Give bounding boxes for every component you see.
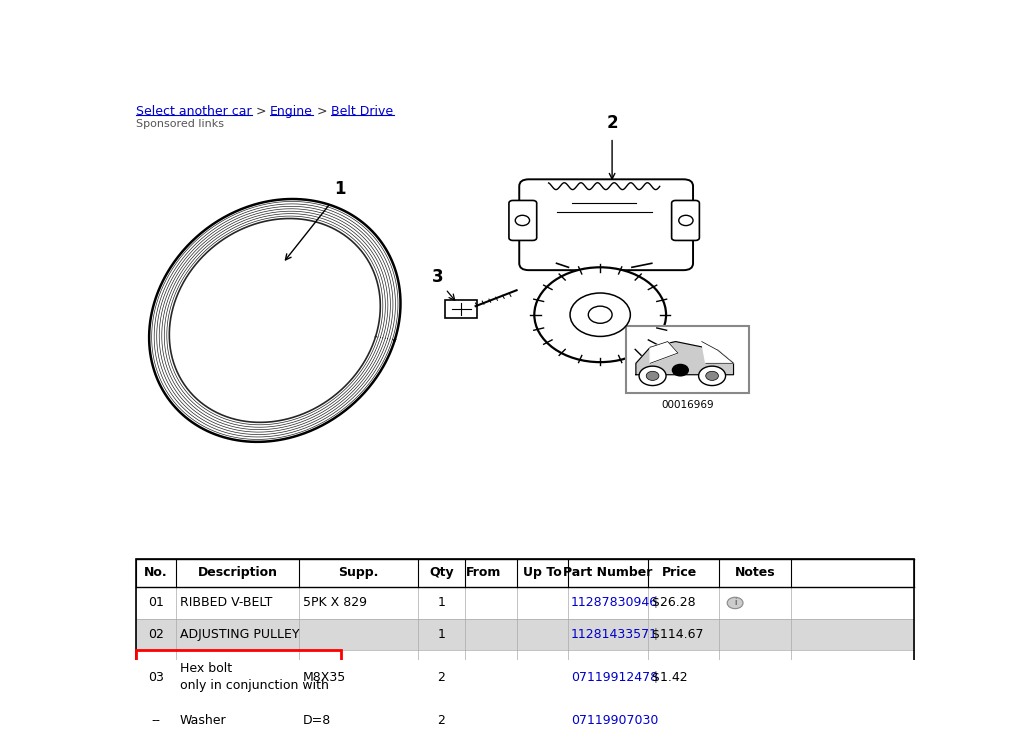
- Text: 1: 1: [437, 597, 445, 609]
- Text: 03: 03: [147, 671, 164, 683]
- Text: 5PK X 829: 5PK X 829: [303, 597, 367, 609]
- Text: Price: Price: [662, 566, 697, 580]
- Text: 02: 02: [147, 628, 164, 641]
- Polygon shape: [636, 341, 733, 375]
- Text: 11287830946: 11287830946: [570, 597, 658, 609]
- Text: Up To: Up To: [523, 566, 561, 580]
- Bar: [136, 619, 913, 650]
- Text: Engine: Engine: [270, 105, 313, 118]
- FancyBboxPatch shape: [519, 180, 693, 270]
- Text: 2: 2: [437, 714, 445, 726]
- Text: ADJUSTING PULLEY: ADJUSTING PULLEY: [179, 628, 299, 641]
- Text: Part Number: Part Number: [563, 566, 653, 580]
- Text: RIBBED V-BELT: RIBBED V-BELT: [179, 597, 272, 609]
- Circle shape: [698, 366, 726, 386]
- Circle shape: [706, 371, 719, 381]
- Text: 07119907030: 07119907030: [570, 714, 658, 726]
- Text: 3: 3: [432, 268, 443, 286]
- Text: >: >: [252, 105, 270, 118]
- Circle shape: [646, 371, 658, 381]
- Polygon shape: [650, 341, 678, 364]
- FancyBboxPatch shape: [445, 301, 477, 318]
- Text: 07119912478: 07119912478: [570, 671, 658, 683]
- Text: From: From: [466, 566, 501, 580]
- Circle shape: [673, 364, 688, 376]
- Text: Notes: Notes: [734, 566, 775, 580]
- Text: Select another car: Select another car: [136, 105, 252, 118]
- Bar: [136, 587, 913, 619]
- Text: $26.28: $26.28: [652, 597, 695, 609]
- Circle shape: [679, 215, 693, 226]
- Text: 1: 1: [334, 180, 346, 197]
- Text: >: >: [313, 105, 332, 118]
- Text: 11281433571: 11281433571: [570, 628, 657, 641]
- Text: only in conjunction with: only in conjunction with: [179, 680, 329, 692]
- Bar: [136, 559, 913, 587]
- Text: 00016969: 00016969: [662, 400, 714, 410]
- Text: 2: 2: [606, 114, 617, 132]
- Text: Description: Description: [198, 566, 278, 580]
- Bar: [136, 650, 913, 704]
- Text: i: i: [734, 599, 736, 608]
- Text: Sponsored links: Sponsored links: [136, 119, 224, 129]
- Circle shape: [588, 306, 612, 324]
- Text: D=8: D=8: [303, 714, 331, 726]
- Bar: [627, 326, 750, 393]
- Text: $114.67: $114.67: [652, 628, 703, 641]
- Text: 01: 01: [147, 597, 164, 609]
- Text: $1.42: $1.42: [652, 671, 687, 683]
- Text: Washer: Washer: [179, 714, 226, 726]
- Polygon shape: [150, 199, 400, 441]
- Circle shape: [727, 597, 743, 608]
- Text: Supp.: Supp.: [338, 566, 378, 580]
- Circle shape: [515, 215, 529, 226]
- Text: Hex bolt: Hex bolt: [179, 662, 231, 675]
- Text: 2: 2: [437, 671, 445, 683]
- Circle shape: [639, 366, 666, 386]
- FancyBboxPatch shape: [509, 200, 537, 240]
- Text: 1: 1: [437, 628, 445, 641]
- Polygon shape: [701, 341, 733, 364]
- Circle shape: [570, 293, 631, 336]
- FancyBboxPatch shape: [672, 200, 699, 240]
- Bar: [136, 704, 913, 736]
- Text: No.: No.: [144, 566, 168, 580]
- Text: Belt Drive: Belt Drive: [332, 105, 393, 118]
- Bar: [136, 559, 913, 736]
- Text: Qty: Qty: [429, 566, 454, 580]
- Text: M8X35: M8X35: [303, 671, 346, 683]
- Circle shape: [535, 267, 666, 362]
- Text: --: --: [152, 714, 161, 726]
